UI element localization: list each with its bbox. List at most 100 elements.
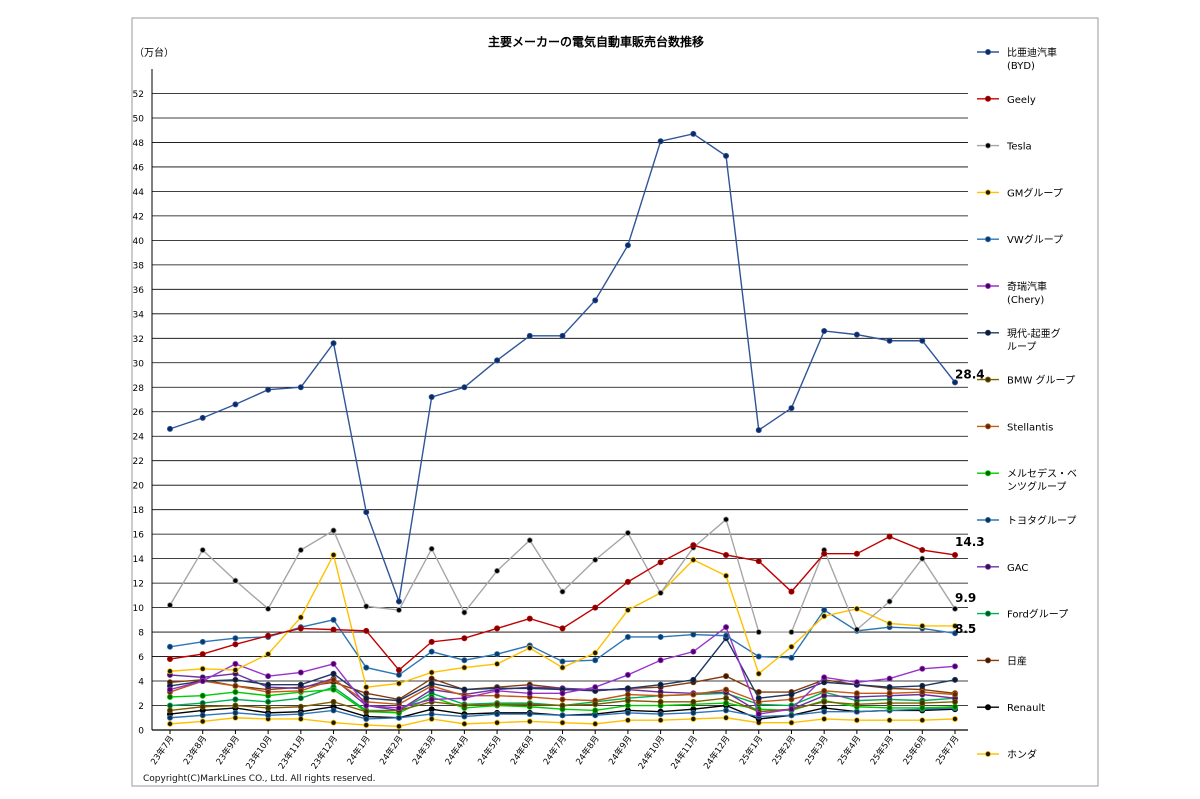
data-point [821,708,828,715]
data-point [723,152,730,159]
gridlines [151,69,968,731]
data-point [428,545,435,552]
data-point [952,715,959,722]
data-point [428,715,435,722]
y-tick-label: 20 [133,482,145,492]
legend-label: トヨタグループ [1007,514,1076,527]
data-point [166,707,173,714]
legend-item: メルセデス・ベンツグループ [977,467,1077,493]
y-tick-label: 18 [133,506,145,516]
data-point [723,707,730,714]
y-tick-label: 24 [133,433,145,443]
data-point [723,700,730,707]
data-point [297,715,304,722]
data-point [788,712,795,719]
legend-label: VWグループ [1007,233,1063,246]
data-point [265,632,272,639]
data-labels: 28.4 14.3 9.9 8.5 [955,367,985,636]
legend-label-line: Renault [1007,703,1045,714]
data-point [657,692,664,699]
data-point [690,709,697,716]
data-point [395,680,402,687]
chart-title: 主要メーカーの電気自動車販売台数推移 [488,34,704,49]
data-point [265,712,272,719]
legend-label: 比亜迪汽車 (BYD) [1007,46,1057,72]
legend-label-line: Geely [1007,95,1036,106]
data-point [166,643,173,650]
data-point [363,603,370,610]
data-point [592,556,599,563]
data-point [886,684,893,691]
data-point [853,701,860,708]
data-label: 9.9 [955,591,976,605]
data-point [952,698,959,705]
data-point [886,620,893,627]
data-point [919,689,926,696]
legend-label: Stellantis [1007,422,1053,433]
legend-label: GMグループ [1007,186,1063,199]
data-point [363,664,370,671]
data-point [559,658,566,665]
data-point [952,691,959,698]
legend-item: Stellantis [977,422,1053,433]
data-point [690,130,697,137]
legend-marker [985,517,992,524]
data-point [297,669,304,676]
data-point [690,556,697,563]
data-point [461,702,468,709]
data-point [363,684,370,691]
data-point [428,669,435,676]
data-point [788,719,795,726]
data-point [461,384,468,391]
data-point [199,703,206,710]
data-point [265,689,272,696]
data-point [853,331,860,338]
legend-item: Renault [977,703,1045,714]
data-point [624,578,631,585]
data-point [853,679,860,686]
data-point [886,675,893,682]
data-point [297,703,304,710]
data-point [624,633,631,640]
data-point [526,711,533,718]
data-point [723,695,730,702]
data-point [297,547,304,554]
data-point [461,635,468,642]
data-point [559,625,566,632]
data-point [363,695,370,702]
data-point [592,657,599,664]
data-point [657,698,664,705]
data-point [788,643,795,650]
data-point [592,684,599,691]
data-point [755,711,762,718]
y-tick-label: 40 [133,237,145,247]
data-point [330,616,337,623]
legend-label-line: Tesla [1006,142,1032,153]
data-point [919,682,926,689]
legend-label-line: BMW グループ [1007,374,1075,387]
data-point [592,701,599,708]
data-point [853,708,860,715]
data-point [395,697,402,704]
data-point [265,386,272,393]
data-label: 8.5 [955,622,976,636]
data-point [886,533,893,540]
data-point [395,714,402,721]
data-point [624,607,631,614]
data-point [723,686,730,693]
legend-marker [985,704,992,711]
data-point [526,685,533,692]
data-point [853,690,860,697]
data-point [232,635,239,642]
legend-item: Tesla [977,142,1032,153]
data-point [592,604,599,611]
data-label: 14.3 [955,535,985,549]
data-point [265,681,272,688]
data-point [821,679,828,686]
data-point [886,337,893,344]
data-point [166,656,173,663]
data-point [919,665,926,672]
legend-label-line: メルセデス・ベ [1007,467,1077,480]
data-point [624,702,631,709]
data-point [624,685,631,692]
